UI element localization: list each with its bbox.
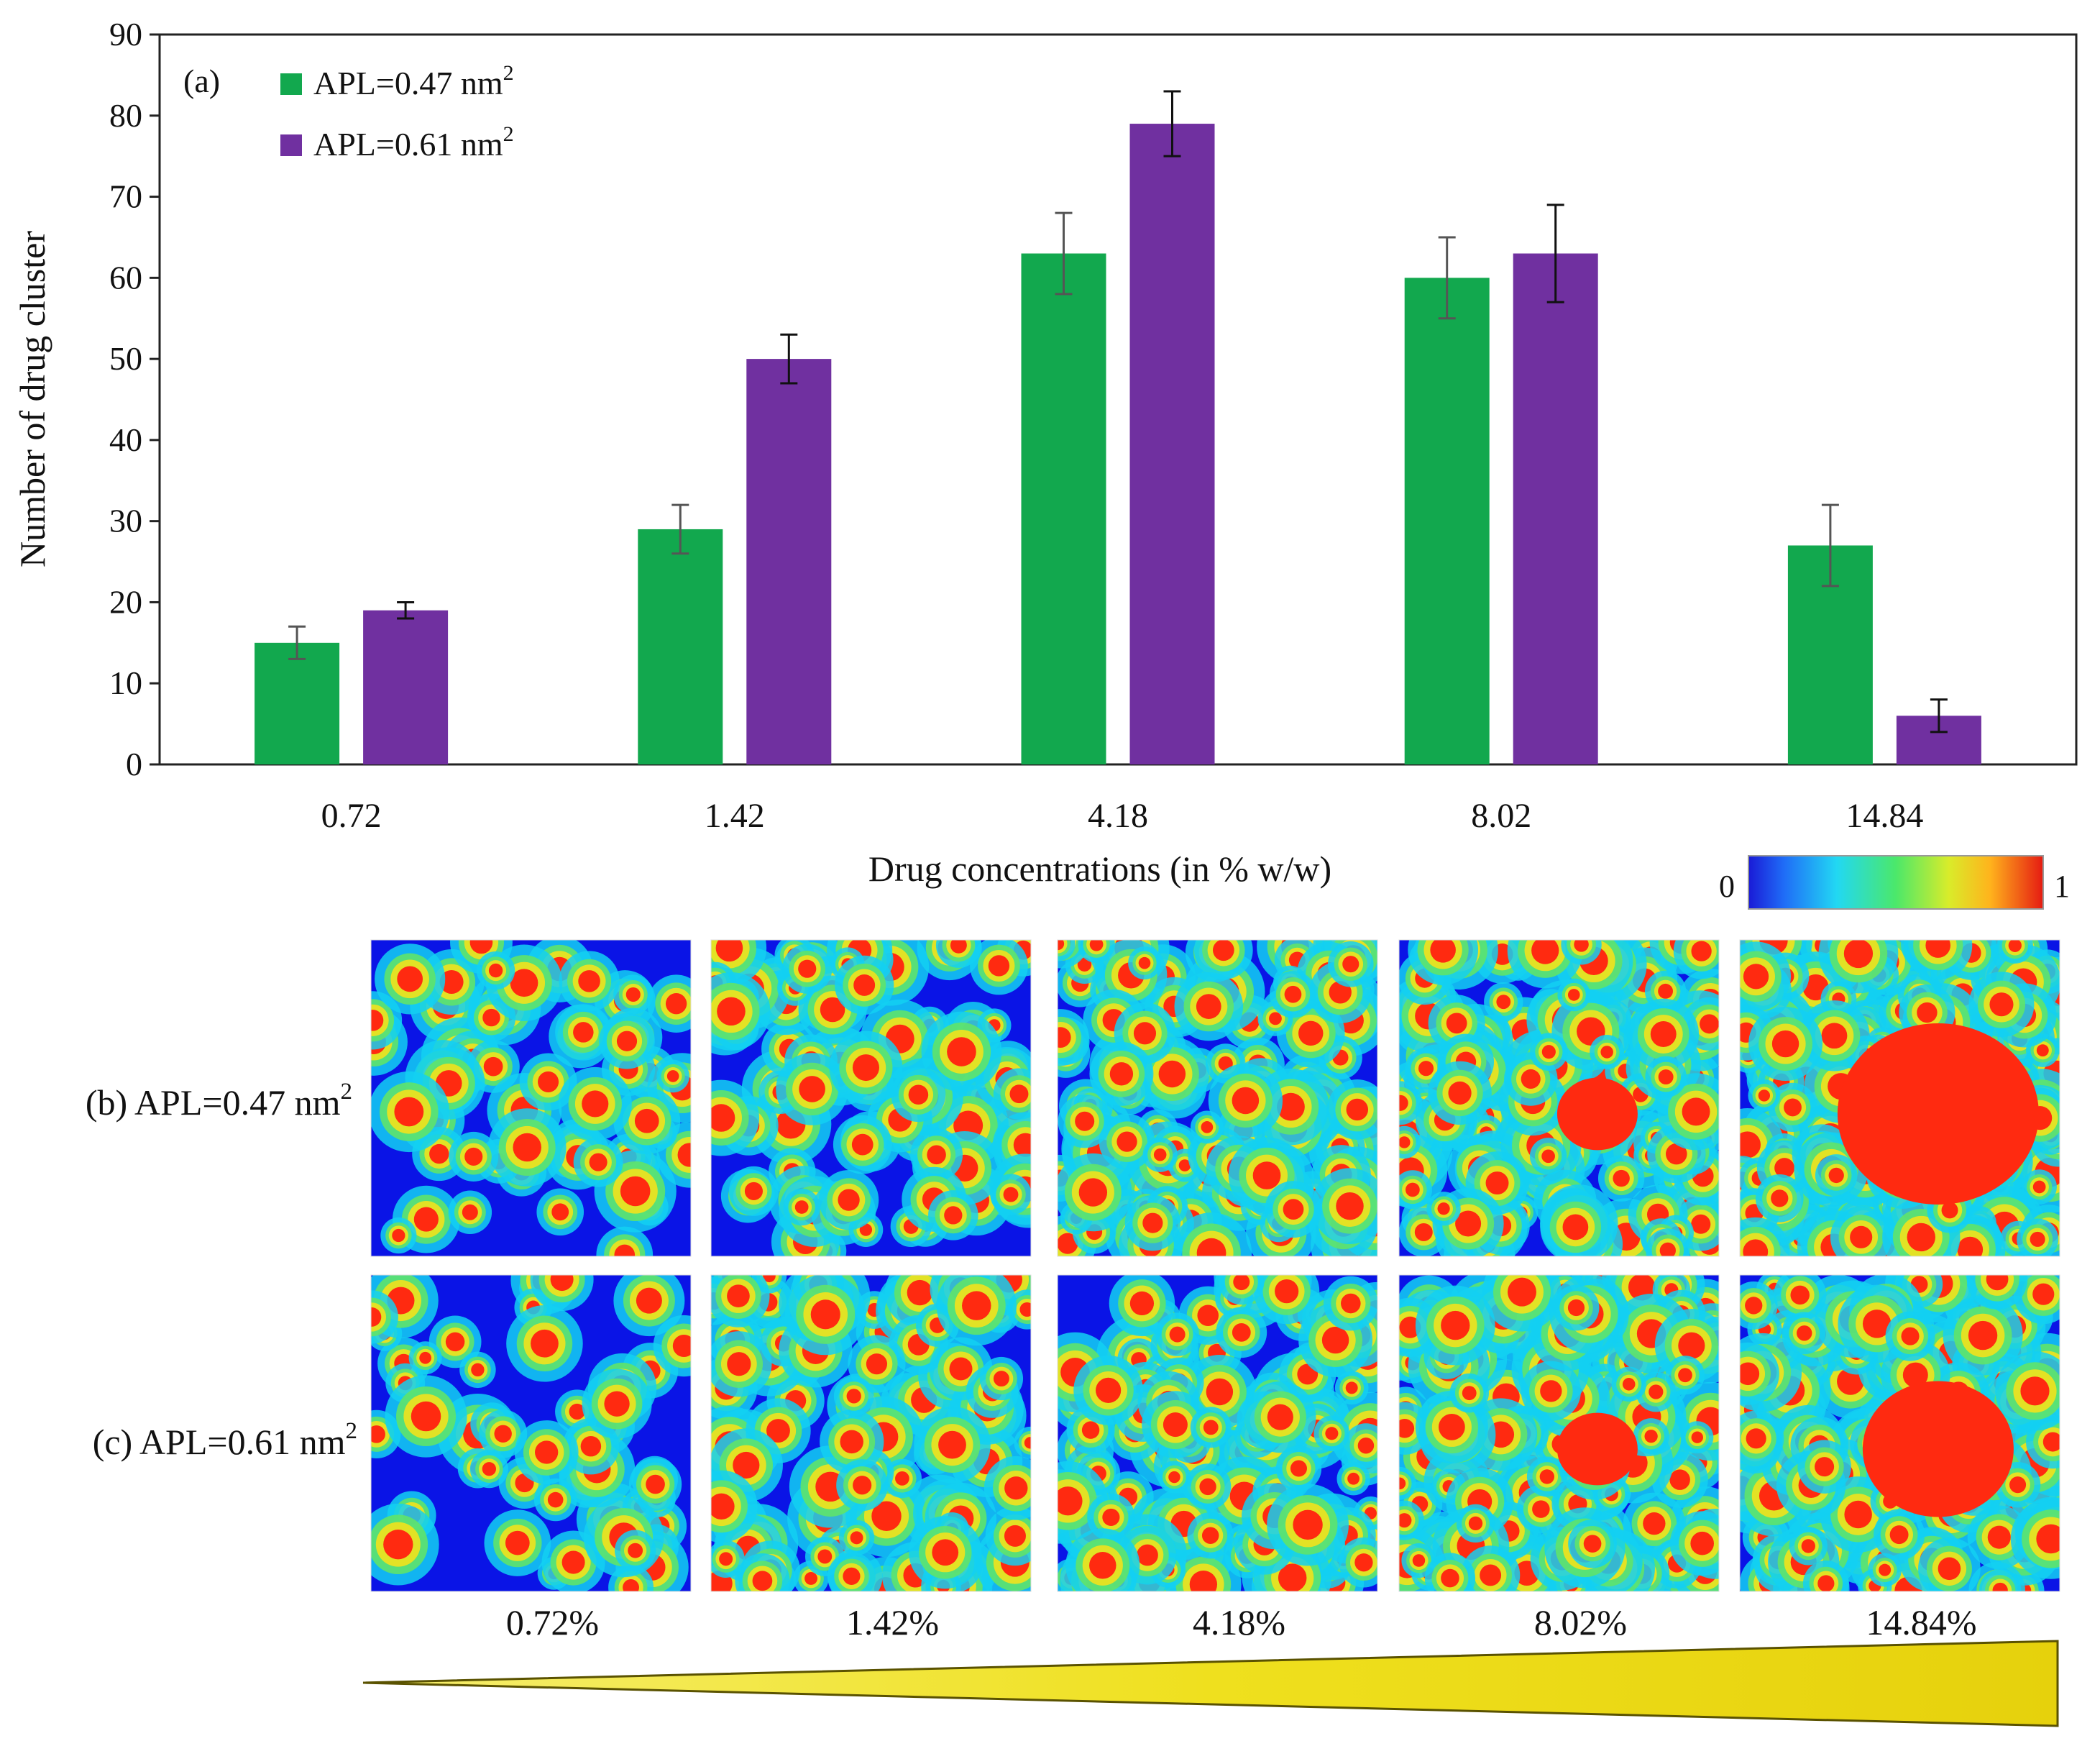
legend: APL=0.47 nm2 APL=0.61 nm2: [280, 61, 514, 163]
concentration-column-label: 4.18%: [1193, 1602, 1285, 1642]
heatmap-panel: [1739, 1274, 2060, 1592]
legend-swatch-apl-061: [280, 134, 302, 156]
bar-apl-047: [1404, 278, 1490, 764]
error-bar: [288, 625, 306, 660]
bar-apl-061: [1129, 124, 1215, 765]
y-tick-label: 20: [109, 583, 142, 620]
heatmap-panel: [1739, 939, 2060, 1257]
error-bar: [1821, 503, 1839, 588]
x-tick-label: 0.72: [321, 797, 382, 835]
x-tick-label: 8.02: [1471, 797, 1531, 835]
plot-frame: [158, 33, 2078, 766]
bar-apl-047: [638, 529, 723, 764]
x-tick-label: 4.18: [1088, 797, 1148, 835]
bar-chart: 0 10 20 30 40 50 60 70 80 90 0.72 1.42 4.18 8.02 14.8…: [12, 16, 2078, 889]
panel-label-a: (a): [183, 63, 220, 99]
y-tick-label: 0: [126, 746, 142, 782]
heatmap-panel: [710, 1274, 1032, 1592]
error-bar: [1930, 698, 1948, 734]
y-tick-label: 80: [109, 97, 142, 134]
error-bar: [397, 600, 415, 620]
heatmap-panel: [1398, 1274, 1720, 1592]
legend-label-apl-047: APL=0.47 nm2: [313, 61, 514, 101]
y-tick-label: 30: [109, 503, 142, 539]
y-tick-label: 40: [109, 421, 142, 458]
row-label-c: (c) APL=0.61 nm2: [93, 1418, 357, 1462]
legend-label-apl-061: APL=0.61 nm2: [313, 122, 514, 163]
x-axis-label: Drug concentrations (in % w/w): [868, 849, 1331, 889]
heatmap-panel: [1398, 939, 1720, 1257]
error-bar: [671, 503, 689, 555]
bar-apl-047: [255, 642, 340, 764]
legend-swatch-apl-047: [280, 73, 302, 95]
colorbar-min-label: 0: [1719, 869, 1735, 904]
heatmap-panel: [710, 939, 1032, 1257]
concentration-column-label: 1.42%: [846, 1602, 939, 1642]
error-bar: [1546, 204, 1564, 303]
y-tick-label: 70: [109, 178, 142, 215]
concentration-column-label: 8.02%: [1534, 1602, 1627, 1642]
bar-apl-061: [363, 610, 449, 764]
colorbar: 0 1: [1719, 855, 2070, 910]
concentration-column-label: 0.72%: [506, 1602, 599, 1642]
y-tick-label: 90: [109, 16, 142, 52]
heatmap-panel: [370, 1274, 692, 1592]
heatmap-panel: [1057, 939, 1378, 1257]
heatmap-panel: [370, 939, 692, 1257]
x-tick-label: 14.84: [1845, 797, 1923, 835]
concentration-column-label: 14.84%: [1866, 1602, 1976, 1642]
error-bar: [780, 333, 798, 385]
y-tick-label: 10: [109, 664, 142, 701]
x-tick-label: 1.42: [705, 797, 765, 835]
bar-apl-047: [1021, 253, 1106, 764]
heatmap-panels: (b) APL=0.47 nm2 (c) APL=0.61 nm2 0.72% 1…: [86, 939, 2060, 1642]
heatmap-panel: [1057, 1274, 1378, 1592]
y-tick-label: 50: [109, 340, 142, 377]
bar-apl-061: [1513, 253, 1598, 764]
error-bar: [1438, 236, 1456, 320]
y-tick-label: 60: [109, 259, 142, 296]
error-bar: [1055, 211, 1073, 296]
colorbar-gradient: [1748, 855, 2044, 910]
row-label-b: (b) APL=0.47 nm2: [86, 1079, 352, 1123]
colorbar-max-label: 1: [2054, 869, 2070, 904]
bar-apl-061: [746, 359, 832, 765]
y-axis-label: Number of drug cluster: [12, 231, 52, 567]
concentration-gradient-wedge: [362, 1640, 2059, 1727]
error-bar: [1163, 90, 1181, 157]
